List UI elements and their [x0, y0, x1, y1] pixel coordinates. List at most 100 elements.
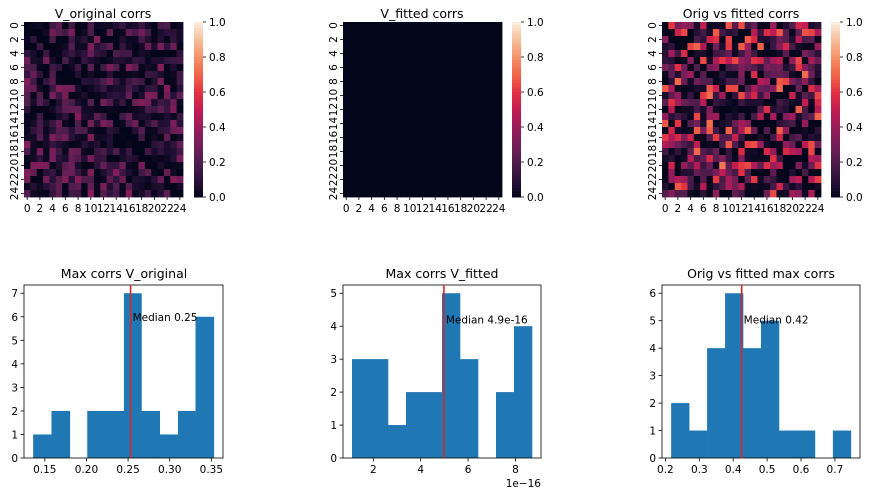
heatmap-cell [355, 64, 363, 72]
heatmap-cell [681, 176, 688, 184]
heatmap-cell [68, 169, 76, 177]
heatmap-cell [419, 71, 427, 79]
heatmap-cell [789, 134, 796, 142]
x-tick-label: 2 [675, 203, 682, 215]
heatmap-cell [368, 43, 376, 51]
heatmap-cell [387, 43, 395, 51]
heatmap-cell [731, 71, 739, 79]
heatmap-cell [24, 85, 31, 93]
heatmap-cell [55, 148, 63, 156]
heatmap-cell [782, 134, 790, 142]
heatmap-cell [470, 148, 477, 156]
heatmap-cell [74, 92, 82, 100]
heatmap-cell [719, 169, 726, 177]
heatmap-cell [751, 36, 758, 44]
heatmap-cell [738, 99, 746, 107]
heatmap-cell [343, 141, 350, 149]
heatmap-cell [87, 120, 95, 128]
heatmap-cell [457, 155, 465, 163]
heatmap-cell [93, 190, 101, 198]
heatmap-cell [125, 43, 133, 51]
heatmap-cell [176, 71, 184, 79]
colorbar-segment [512, 54, 521, 58]
heatmap-cell [125, 71, 133, 79]
heatmap-cell [393, 92, 401, 100]
heatmap-cell [43, 71, 50, 79]
heatmap-cell [700, 190, 707, 198]
heatmap-cell [674, 155, 682, 163]
heatmap-cell [706, 57, 714, 65]
heatmap-cell [381, 50, 388, 58]
heatmap-cell [744, 120, 752, 128]
heatmap-cell [36, 183, 44, 191]
heatmap-cell [693, 106, 701, 114]
heatmap-cell [795, 71, 803, 79]
heatmap-cell [744, 162, 752, 170]
heatmap-cell [362, 134, 369, 142]
heatmap-cell [343, 155, 350, 163]
heatmap-cell [74, 57, 82, 65]
heatmap-cell [419, 141, 427, 149]
heatmap-cell [789, 50, 796, 58]
heatmap-cell [789, 57, 796, 65]
heatmap-cell [30, 99, 38, 107]
heatmap-cell [476, 29, 484, 37]
heatmap-cell [368, 183, 376, 191]
heatmap-cell [476, 22, 484, 30]
heatmap-cell [470, 71, 477, 79]
colorbar-segment [512, 24, 521, 29]
heatmap-cell [412, 29, 420, 37]
heatmap-cell [157, 43, 165, 51]
heatmap-cell [681, 29, 688, 37]
heatmap-cell [681, 113, 688, 121]
heatmap-cell [470, 57, 477, 65]
heatmap-cell [674, 36, 682, 44]
heatmap-cell [725, 106, 733, 114]
colorbar-segment [194, 89, 203, 93]
heatmap-cell [157, 78, 165, 86]
heatmap-cell [68, 99, 76, 107]
heatmap-cell [100, 113, 108, 121]
heatmap-cell [74, 64, 82, 72]
heatmap-cell [419, 134, 427, 142]
heatmap-cell [457, 29, 465, 37]
heatmap-cell [68, 155, 76, 163]
heatmap-cell [776, 99, 784, 107]
heatmap-cell [419, 99, 427, 107]
heatmap-cell [789, 106, 796, 114]
heatmap-cell [368, 190, 376, 198]
heatmap-cell [668, 57, 676, 65]
heatmap-cell [125, 57, 133, 65]
heatmap-cell [170, 71, 178, 79]
heatmap-cell [789, 29, 796, 37]
heatmap-cell [681, 134, 688, 142]
heatmap-cell [674, 99, 682, 107]
heatmap-cell [693, 71, 701, 79]
heatmap-cell [744, 190, 752, 198]
heatmap-cell [470, 50, 477, 58]
heatmap-cell [770, 141, 777, 149]
heatmap-cell [106, 22, 114, 30]
heatmap-cell [751, 155, 758, 163]
heatmap-cell [814, 29, 822, 37]
heatmap-cell [74, 99, 82, 107]
heatmap-cell [751, 92, 758, 100]
heatmap-cell [100, 57, 108, 65]
heatmap-cell [457, 148, 465, 156]
heatmap-cell [132, 113, 139, 121]
heatmap-cell [444, 57, 452, 65]
heatmap-cell [776, 71, 784, 79]
heatmap-cell [757, 162, 765, 170]
histogram-bar [689, 430, 708, 458]
x-tick-label: 4 [687, 203, 694, 215]
heatmap-cell [144, 134, 152, 142]
heatmap-cell [349, 92, 357, 100]
heatmap-cell [119, 169, 127, 177]
y-tick-label: 12 [328, 103, 340, 116]
histogram-bar [424, 392, 443, 458]
heatmap-cell [801, 127, 809, 135]
heatmap-cell [763, 36, 771, 44]
heatmap-cell [495, 106, 503, 114]
heatmap-cell [374, 176, 382, 184]
heatmap-cell [674, 78, 682, 86]
